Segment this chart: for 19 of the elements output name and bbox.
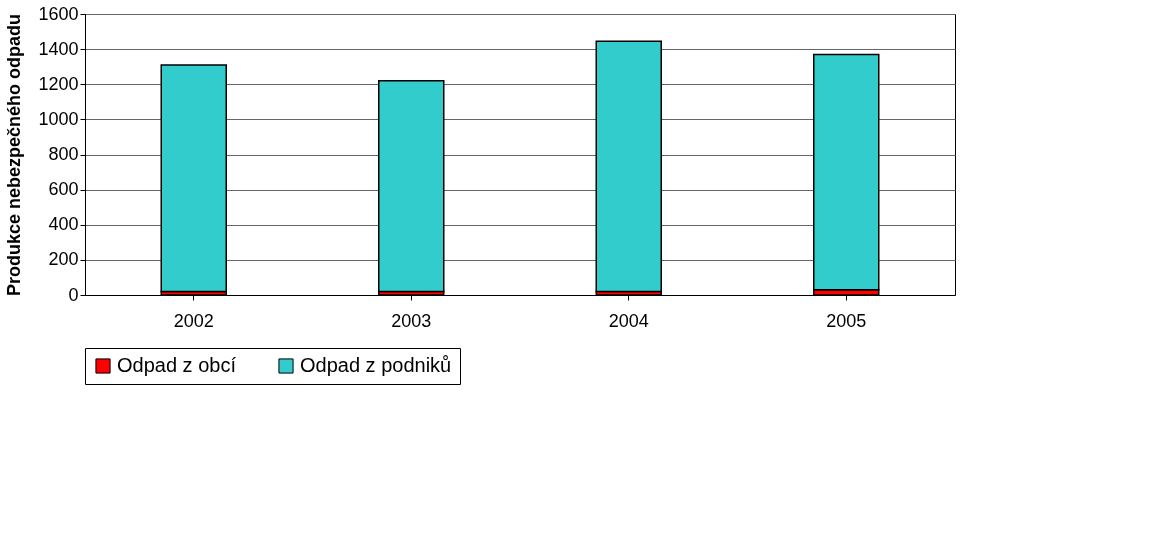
y-tick-label: 400 <box>48 214 79 235</box>
y-axis-title: Produkce nebezpečného odpadu <box>4 13 25 297</box>
x-tick-label: 2002 <box>173 310 214 331</box>
y-tick-label: 200 <box>48 249 79 270</box>
bar <box>595 40 662 293</box>
y-tick-label: 1000 <box>38 108 79 129</box>
bar <box>378 79 445 293</box>
legend-label: Odpad z podniků <box>300 354 452 376</box>
x-tick-label: 2004 <box>608 310 649 331</box>
y-tick-label: 0 <box>68 284 79 305</box>
legend-label: Odpad z obcí <box>117 354 237 376</box>
y-tick-label: 600 <box>48 179 79 200</box>
y-tick-label: 1400 <box>38 38 79 59</box>
bar <box>160 64 227 293</box>
y-tick-label: 1600 <box>38 3 79 24</box>
x-tick-label: 2003 <box>391 310 432 331</box>
y-tick-label: 800 <box>48 144 79 164</box>
x-tick-label: 2005 <box>826 310 867 331</box>
y-tick-label: 1200 <box>38 73 79 94</box>
